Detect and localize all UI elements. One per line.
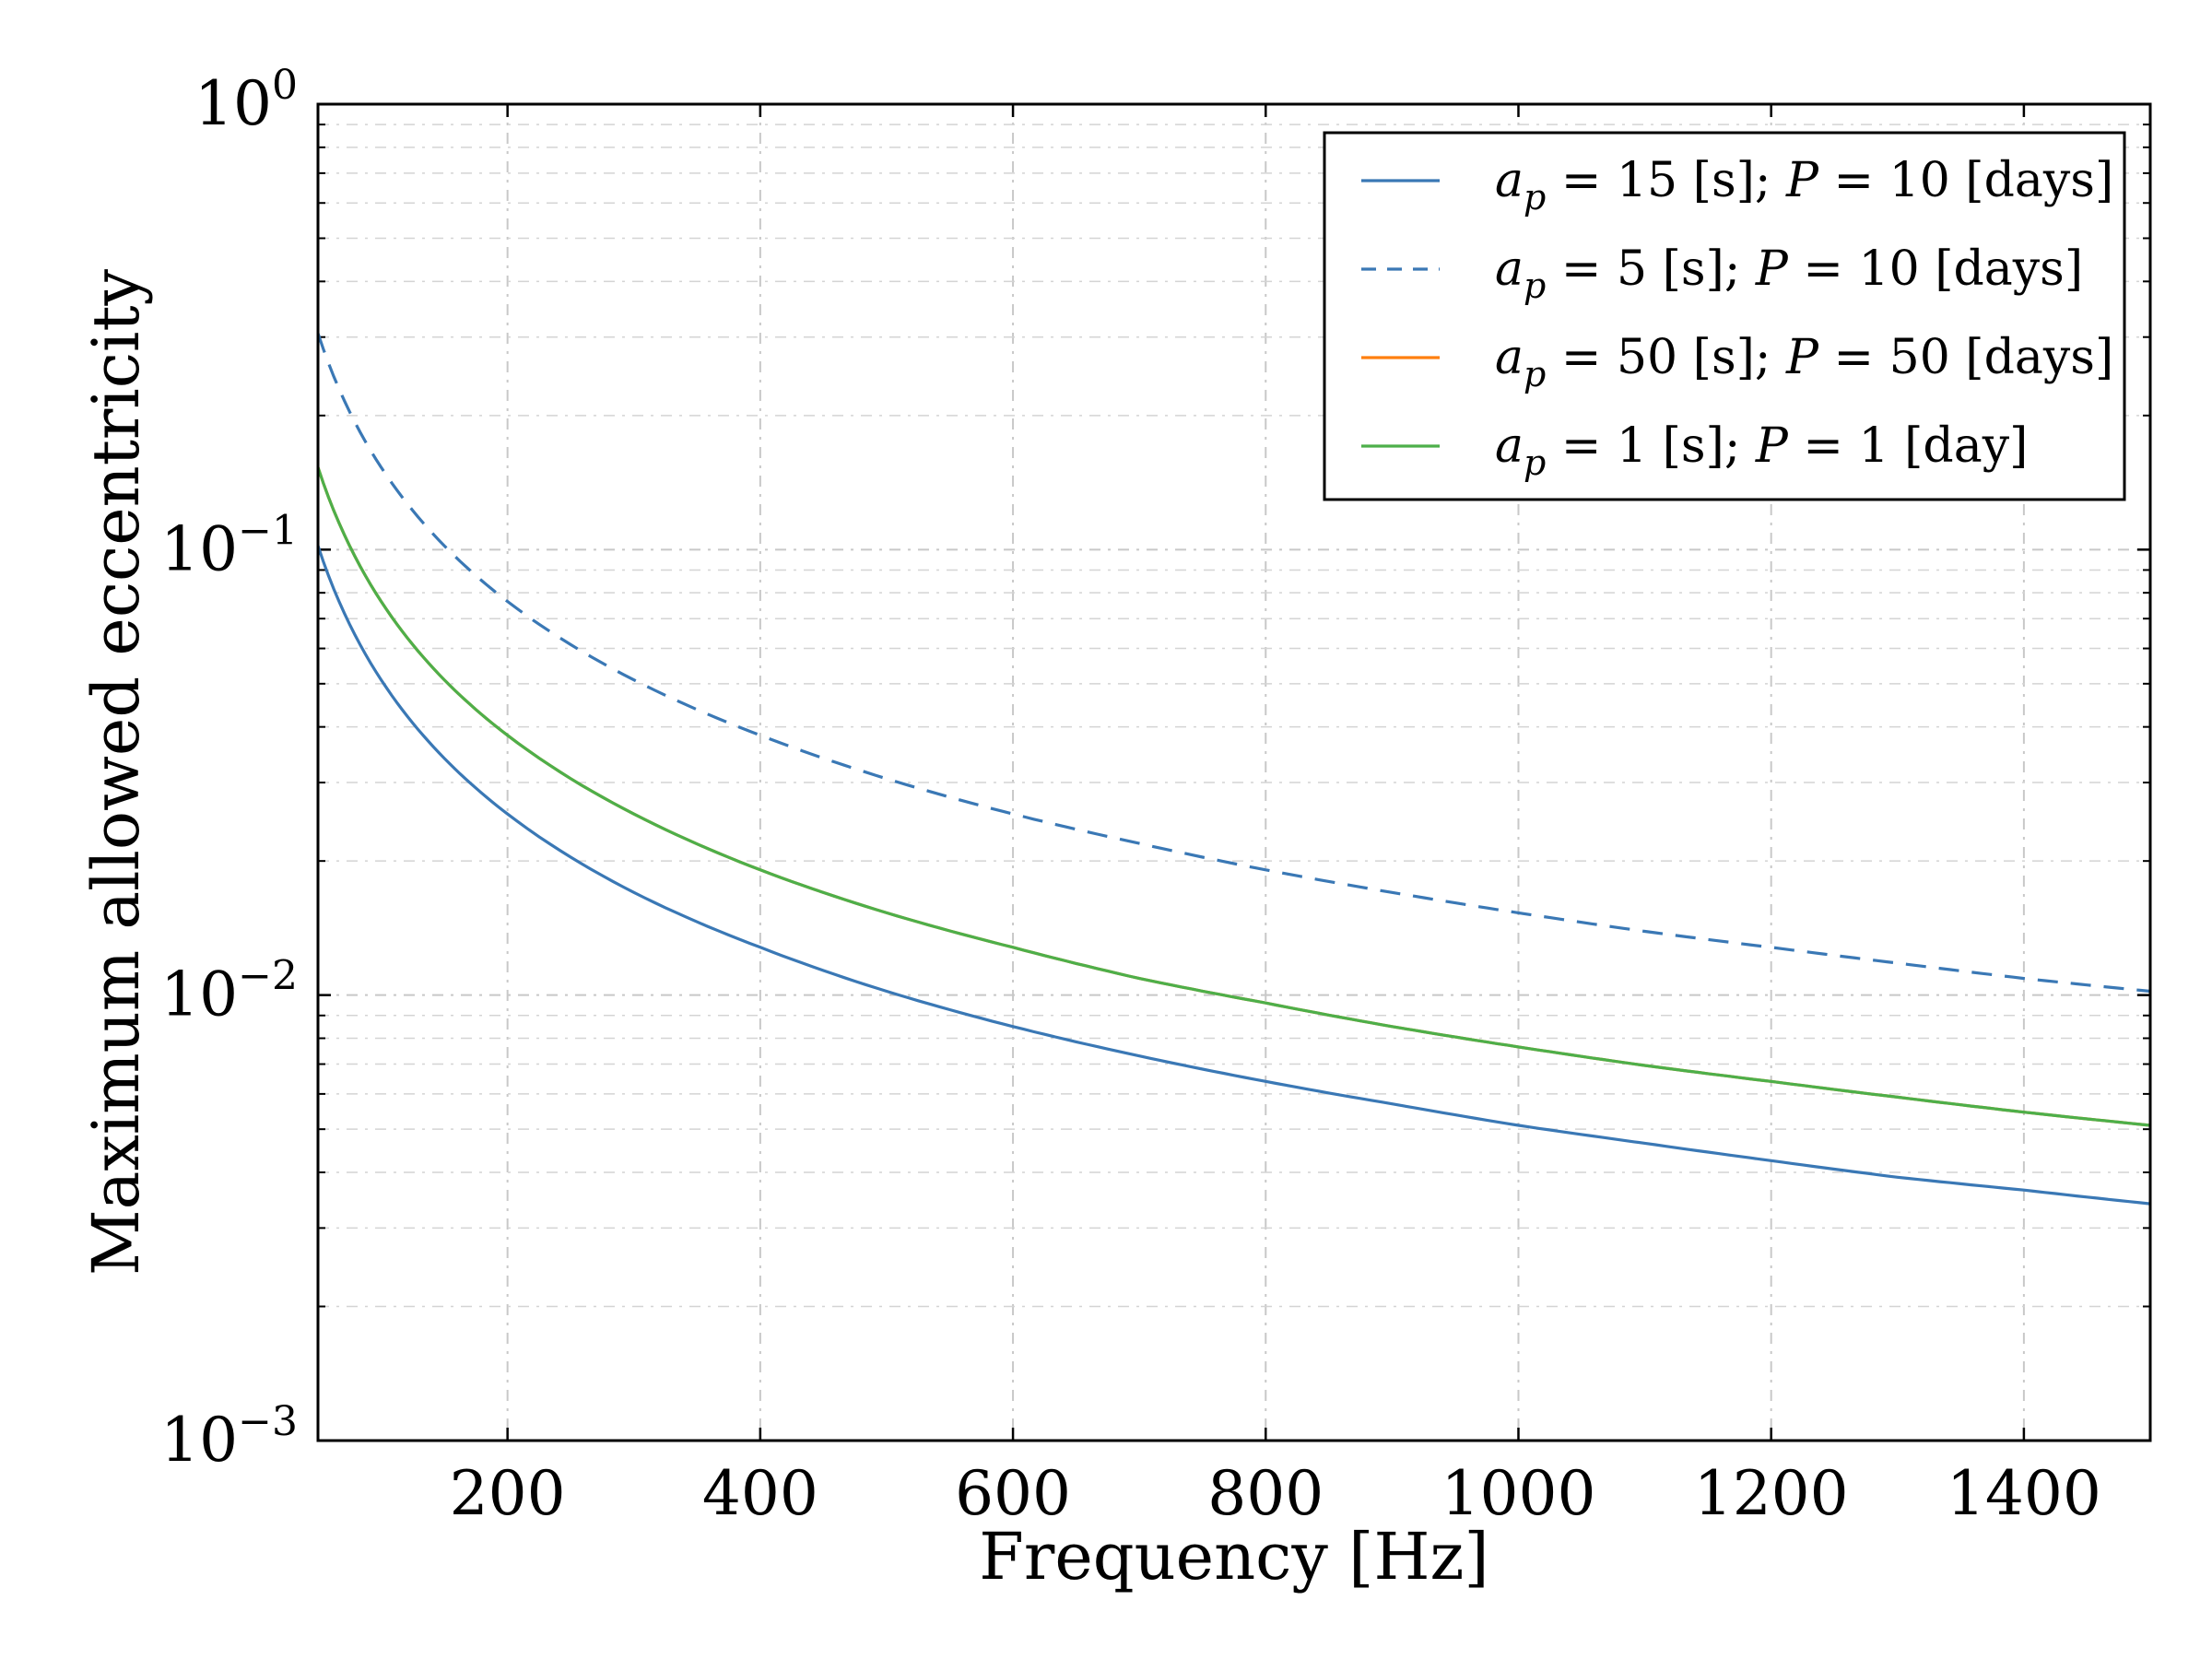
legend-var-p: P: [1785, 330, 1819, 385]
y-axis-title: Maximum allowed eccentricity: [78, 269, 154, 1276]
y-tick-exponent: −1: [238, 507, 298, 554]
legend-label-4: ap = 1 [s]; P = 1 [day]: [1495, 418, 2028, 483]
legend-eq-1: = 50 [s];: [1546, 330, 1786, 385]
legend-subscript: p: [1524, 442, 1546, 483]
series-line-2: [316, 333, 2151, 994]
series-line-4: [316, 466, 2151, 1127]
x-tick-label: 1000: [1441, 1458, 1595, 1529]
y-tick-label: 10−1: [160, 507, 298, 584]
legend: ap = 15 [s]; P = 10 [days]ap = 5 [s]; P …: [1323, 131, 2126, 501]
x-tick-label: 200: [450, 1458, 566, 1529]
y-tick-exponent: −2: [238, 953, 298, 1000]
legend-eq-2: = 10 [days]: [1818, 153, 2113, 208]
legend-label-2: ap = 5 [s]; P = 10 [days]: [1495, 241, 2083, 306]
legend-var-a: a: [1495, 153, 1524, 208]
series-line-1: [316, 545, 2151, 1206]
legend-eq-1: = 1 [s];: [1546, 418, 1756, 474]
x-tick-label: 1400: [1947, 1458, 2101, 1529]
legend-eq-2: = 1 [day]: [1788, 418, 2028, 474]
x-tick-label: 600: [955, 1458, 1071, 1529]
legend-label-3: ap = 50 [s]; P = 50 [days]: [1495, 330, 2113, 394]
y-tick-exponent: −3: [238, 1398, 298, 1445]
legend-var-p: P: [1755, 418, 1789, 474]
legend-eq-2: = 10 [days]: [1788, 241, 2083, 297]
legend-var-a: a: [1495, 330, 1524, 385]
legend-label-1: ap = 15 [s]; P = 10 [days]: [1495, 153, 2113, 218]
legend-var-p: P: [1755, 241, 1789, 297]
legend-var-a: a: [1495, 241, 1524, 297]
legend-var-p: P: [1785, 153, 1819, 208]
x-axis-title: Frequency [Hz]: [979, 1519, 1488, 1594]
plot-frame: [316, 102, 2152, 1442]
legend-subscript: p: [1524, 177, 1546, 218]
legend-eq-1: = 5 [s];: [1546, 241, 1756, 297]
x-tick-label: 1200: [1694, 1458, 1849, 1529]
legend-var-a: a: [1495, 418, 1524, 474]
legend-subscript: p: [1524, 265, 1546, 306]
x-tick-label: 800: [1207, 1458, 1324, 1529]
legend-subscript: p: [1524, 354, 1546, 394]
legend-eq-2: = 50 [days]: [1818, 330, 2113, 385]
series-group: [316, 333, 2151, 1206]
legend-box: [1323, 131, 2126, 501]
legend-eq-1: = 15 [s];: [1546, 153, 1786, 208]
y-tick-exponent: 0: [272, 62, 298, 109]
x-tick-label: 400: [702, 1458, 818, 1529]
